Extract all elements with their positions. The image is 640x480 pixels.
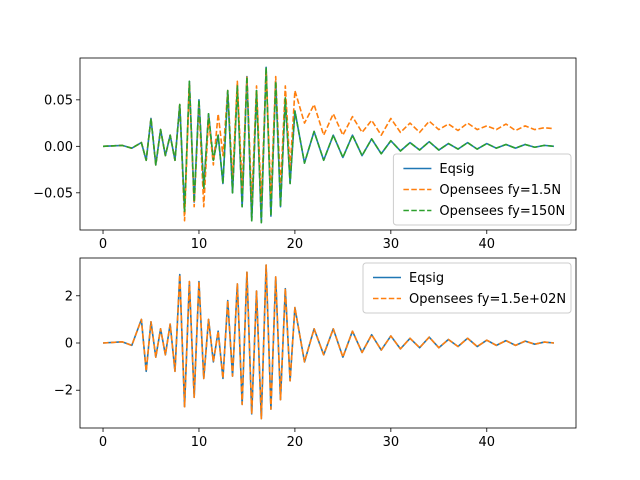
series-line-0-1 bbox=[102, 69, 555, 222]
bottom-chart: 0 10 20 30 40 −2 0 2 Eqsig Opensees fy=1.5e+02N bbox=[54, 257, 577, 450]
top-legend: Eqsig Opensees fy=1.5N Opensees fy=150N bbox=[392, 153, 572, 226]
legend-box bbox=[392, 153, 572, 226]
x-tick-label: 20 bbox=[287, 435, 304, 450]
legend-label: Opensees fy=1.5e+02N bbox=[409, 292, 566, 307]
y-tick-label: 0.05 bbox=[44, 93, 73, 108]
x-tick-label: 0 bbox=[99, 237, 107, 252]
top-ticks: 0 10 20 30 40 −0.05 0.00 0.05 bbox=[33, 93, 495, 252]
bottom-legend: Eqsig Opensees fy=1.5e+02N bbox=[362, 262, 572, 314]
y-tick-label: 0.00 bbox=[44, 140, 73, 155]
y-tick-label: 0 bbox=[65, 337, 73, 352]
x-tick-label: 20 bbox=[287, 237, 304, 252]
x-tick-label: 0 bbox=[99, 435, 107, 450]
legend-box bbox=[362, 262, 572, 314]
x-tick-label: 30 bbox=[383, 435, 400, 450]
top-series-group bbox=[102, 66, 555, 224]
top-chart: 0 10 20 30 40 −0.05 0.00 0.05 Eqsig Opensees fy=… bbox=[33, 57, 577, 252]
bottom-series-group bbox=[102, 264, 555, 420]
legend-label: Eqsig bbox=[409, 271, 444, 286]
series-line-0-2 bbox=[102, 66, 555, 224]
series-line-1-1 bbox=[102, 264, 555, 420]
x-tick-label: 40 bbox=[479, 435, 496, 450]
y-tick-label: −2 bbox=[54, 384, 73, 399]
x-tick-label: 30 bbox=[383, 237, 400, 252]
x-tick-label: 40 bbox=[479, 237, 496, 252]
top-axes-frame bbox=[79, 57, 577, 231]
bottom-ticks: 0 10 20 30 40 −2 0 2 bbox=[54, 289, 495, 450]
x-tick-label: 10 bbox=[191, 237, 208, 252]
y-tick-label: −0.05 bbox=[33, 186, 73, 201]
y-tick-label: 2 bbox=[65, 289, 73, 304]
x-tick-label: 10 bbox=[191, 435, 208, 450]
legend-label: Eqsig bbox=[439, 162, 474, 177]
legend-label: Opensees fy=1.5N bbox=[439, 183, 561, 198]
legend-label: Opensees fy=150N bbox=[439, 204, 565, 219]
